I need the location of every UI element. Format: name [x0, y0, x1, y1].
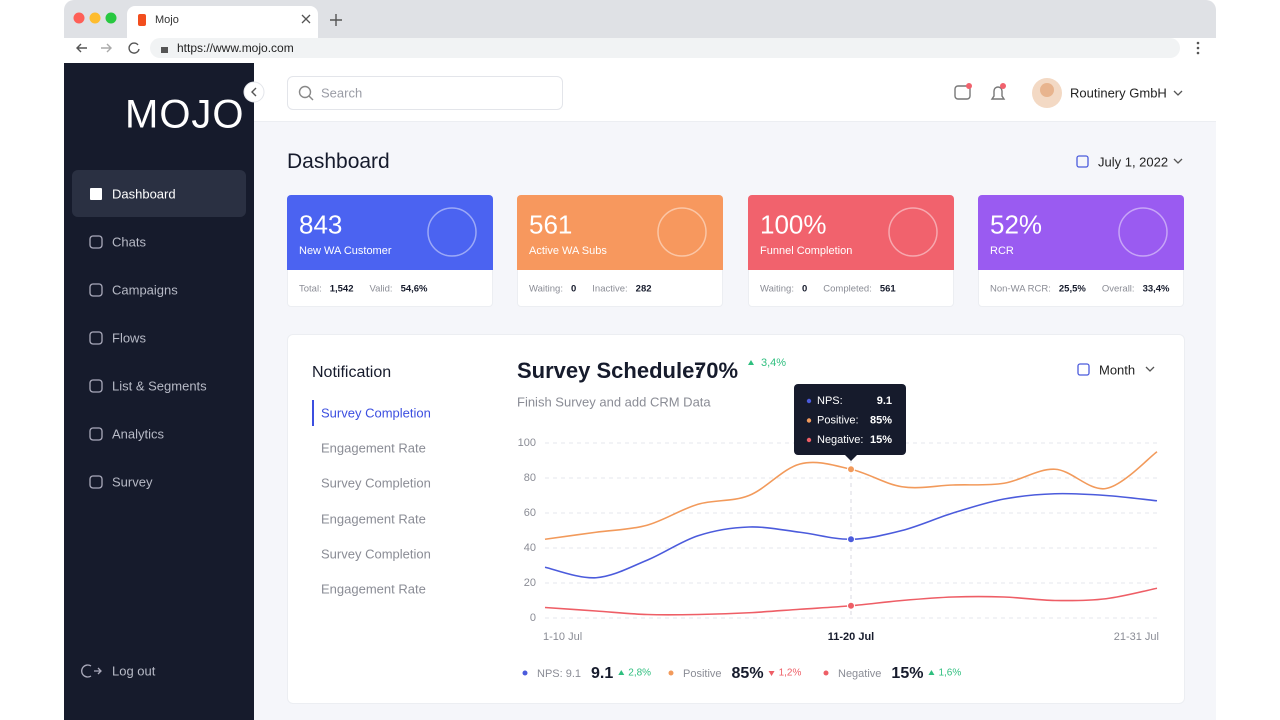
notification-item[interactable]: Survey Completion: [321, 546, 431, 562]
tab-title: Mojo: [155, 14, 179, 26]
stat-label: Inactive:: [592, 283, 628, 295]
stat-value: 0: [801, 283, 808, 295]
stat-label: Overall:: [1101, 283, 1135, 295]
nav-item[interactable]: List & Segments: [112, 378, 207, 394]
notification-title: Notification: [312, 364, 392, 381]
logout[interactable]: Log out: [112, 663, 156, 679]
search-placeholder: Search: [321, 85, 363, 101]
stat-label: Waiting:: [529, 283, 563, 295]
stat-value: 561: [879, 283, 896, 295]
url-field[interactable]: [150, 38, 1180, 58]
stat-label: Completed:: [823, 283, 872, 295]
notification-item[interactable]: Engagement Rate: [321, 581, 426, 597]
period-picker[interactable]: Month: [1099, 362, 1136, 378]
nav-item[interactable]: Chats: [112, 234, 146, 250]
stat-value: 25,5%: [1058, 283, 1086, 295]
card-head: [517, 195, 723, 270]
card-value: 52%: [990, 209, 1043, 240]
survey-change: 3,4%: [761, 357, 787, 369]
survey-value: 70%: [694, 358, 739, 383]
date-picker[interactable]: July 1, 2022: [1098, 154, 1169, 170]
stat-value: 33,4%: [1142, 283, 1170, 295]
card-label: Active WA Subs: [529, 245, 607, 257]
stat-label: Valid:: [369, 283, 393, 295]
stat-value: 1,542: [329, 283, 354, 295]
notification-item[interactable]: Survey Completion: [321, 405, 431, 421]
card-stats: Waiting: 0 Completed: 561: [760, 284, 896, 295]
card-head: [978, 195, 1184, 270]
stat-value: 54,6%: [400, 283, 428, 295]
logo: MOJO: [125, 92, 245, 137]
stat-value: 282: [635, 283, 652, 295]
active-marker: [312, 400, 314, 426]
stat-label: Waiting:: [760, 283, 794, 295]
notification-item[interactable]: Survey Completion: [321, 475, 431, 491]
stat-value: 0: [570, 283, 577, 295]
card-stats: Waiting: 0 Inactive: 282: [529, 284, 652, 295]
card-head: [748, 195, 954, 270]
card-label: New WA Customer: [299, 245, 392, 257]
search-box[interactable]: [287, 76, 563, 110]
stat-label: Total:: [299, 283, 322, 295]
nav-item[interactable]: Analytics: [112, 426, 165, 442]
card-label: Funnel Completion: [760, 245, 853, 257]
notification-item[interactable]: Engagement Rate: [321, 440, 426, 456]
nav-item[interactable]: Campaigns: [112, 282, 178, 298]
card-stats: Total: 1,542 Valid: 54,6%: [299, 284, 428, 295]
nav-item[interactable]: Survey: [112, 474, 153, 490]
account-name[interactable]: Routinery GmbH: [1070, 85, 1167, 101]
tab[interactable]: [127, 6, 318, 38]
url: https://www.mojo.com: [177, 41, 294, 55]
card-value: 561: [529, 209, 573, 240]
nav-item[interactable]: Flows: [112, 330, 146, 346]
card-value: 100%: [760, 209, 827, 240]
survey-subtitle: Finish Survey and add CRM Data: [517, 394, 711, 410]
card-value: 843: [299, 209, 343, 240]
notification-item[interactable]: Engagement Rate: [321, 511, 426, 527]
page-title: Dashboard: [287, 150, 390, 173]
survey-title: Survey Schedule:: [517, 358, 702, 383]
nav-item[interactable]: Dashboard: [112, 186, 176, 202]
stat-label: Non-WA RCR:: [990, 283, 1051, 295]
card-head: [287, 195, 493, 270]
card-label: RCR: [990, 245, 1014, 257]
card-stats: Non-WA RCR: 25,5% Overall: 33,4%: [990, 284, 1170, 295]
